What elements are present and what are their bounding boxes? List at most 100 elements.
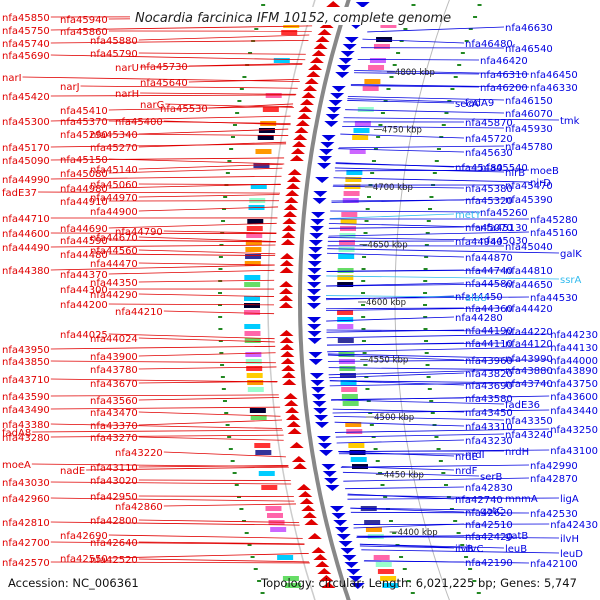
gene-label[interactable]: metY — [455, 210, 482, 221]
gene-label[interactable]: nfa46420 — [480, 56, 528, 67]
gene-label[interactable]: nfa45850 — [2, 13, 50, 24]
gene-label[interactable]: nfa45280 — [530, 215, 578, 226]
gene-label[interactable]: nfa45030 — [480, 236, 528, 247]
gene-label[interactable]: nfa44420 — [505, 304, 553, 315]
gene-label[interactable]: nfa43240 — [505, 430, 553, 441]
gene-label[interactable]: nfa43580 — [465, 394, 513, 405]
gene-label[interactable]: nfa44940 — [455, 237, 503, 248]
gene-label[interactable]: nfa43250 — [550, 425, 598, 436]
gene-label[interactable]: alaU — [465, 293, 487, 304]
gene-label[interactable]: nfa45640 — [140, 78, 188, 89]
gene-label[interactable]: nfa45860 — [60, 27, 108, 38]
gene-label[interactable]: nfa44580 — [465, 279, 513, 290]
gene-label[interactable]: narI — [2, 73, 22, 84]
gene-label[interactable]: nfa45060 — [90, 180, 138, 191]
gene-label[interactable]: nfa43100 — [550, 446, 598, 457]
gene-label[interactable]: nfa44740 — [465, 266, 513, 277]
gene-label[interactable]: moeA — [2, 460, 31, 471]
gene-label[interactable]: nfa43590 — [2, 392, 50, 403]
gene-label[interactable]: tmk — [560, 116, 580, 127]
gene-label[interactable]: nfa43270 — [90, 433, 138, 444]
gene-label[interactable]: nfa42990 — [530, 461, 578, 472]
gene-label[interactable]: nfa46540 — [505, 44, 553, 55]
gene-label[interactable]: nfa44200 — [60, 300, 108, 311]
gene-label[interactable]: nfa44470 — [90, 259, 138, 270]
gene-label[interactable]: nfa45150 — [60, 155, 108, 166]
gene-label[interactable]: fadA9 — [465, 98, 494, 109]
gene-label[interactable]: nrdE — [455, 452, 478, 463]
gene-label[interactable]: nfa45410 — [60, 106, 108, 117]
gene-label[interactable]: nfa46070 — [505, 109, 553, 120]
gene-label[interactable]: galK — [560, 249, 582, 260]
gene-label[interactable]: nfa42810 — [2, 518, 50, 529]
gene-label[interactable]: nfa43440 — [550, 406, 598, 417]
gene-label[interactable]: ilvH — [560, 534, 579, 545]
gene-label[interactable]: nfa44380 — [2, 266, 50, 277]
gene-label[interactable]: nfa42570 — [2, 558, 50, 569]
gene-label[interactable]: nfa45040 — [505, 242, 553, 253]
gene-label[interactable]: ssrA — [560, 275, 582, 286]
gene-label[interactable]: nfa43110 — [90, 463, 138, 474]
gene-label[interactable]: nfa45740 — [2, 39, 50, 50]
gene-label[interactable]: ilvC — [465, 544, 483, 555]
gene-label[interactable]: nfa45170 — [2, 143, 50, 154]
gene-label[interactable]: nfa45130 — [480, 223, 528, 234]
gene-label[interactable]: nfa43370 — [90, 421, 138, 432]
gene-label[interactable]: nfa44190 — [465, 326, 513, 337]
gene-label[interactable]: nfa44000 — [550, 356, 598, 367]
gene-label[interactable]: nfa45070 — [465, 223, 513, 234]
gene-label[interactable]: nfa42550 — [60, 554, 108, 565]
gene-label[interactable]: nfa43960 — [465, 356, 513, 367]
gene-label[interactable]: nfa44990 — [2, 175, 50, 186]
gene-label[interactable]: nfa46480 — [465, 39, 513, 50]
gene-label[interactable]: nfa44490 — [2, 243, 50, 254]
gene-label[interactable]: nfa43900 — [90, 352, 138, 363]
gene-label[interactable]: nfa44480 — [60, 250, 108, 261]
gene-label[interactable]: nfa45880 — [90, 36, 138, 47]
gene-label[interactable]: nfa43600 — [550, 392, 598, 403]
gene-label[interactable]: nfa45470 — [505, 181, 553, 192]
gene-label[interactable]: nfa42190 — [465, 558, 513, 569]
gene-label[interactable]: nfa45420 — [2, 92, 50, 103]
gene-label[interactable]: nfa43030 — [2, 478, 50, 489]
gene-label[interactable]: nfa45270 — [90, 143, 138, 154]
gene-label[interactable]: nfa44120 — [505, 339, 553, 350]
gene-label[interactable]: nfa45340 — [90, 130, 138, 141]
gene-label[interactable]: narU — [115, 63, 139, 74]
gene-label[interactable]: nfa45160 — [530, 228, 578, 239]
gene-label[interactable]: nfa43220 — [115, 448, 163, 459]
gene-label[interactable]: nfa43890 — [550, 366, 598, 377]
gene-label[interactable]: nfa42860 — [115, 502, 163, 513]
gene-label[interactable]: nfa45930 — [505, 124, 553, 135]
gene-label[interactable]: nfa43690 — [465, 381, 513, 392]
gene-label[interactable]: nfa45090 — [2, 156, 50, 167]
gene-label[interactable]: mnmA — [505, 494, 538, 505]
gene-label[interactable]: nrdI — [465, 450, 485, 461]
gene-label[interactable]: nfa43350 — [505, 416, 553, 427]
gene-label[interactable]: nfa43990 — [505, 354, 553, 365]
gene-label[interactable]: serB — [480, 472, 502, 483]
gene-label[interactable]: nadE — [60, 466, 85, 477]
gene-label[interactable]: nfa44910 — [60, 197, 108, 208]
gene-label[interactable]: nfa45730 — [140, 62, 188, 73]
gene-label[interactable]: nfa42420 — [465, 532, 513, 543]
gene-label[interactable]: nirD — [530, 178, 551, 189]
gene-label[interactable]: nfa44790 — [115, 227, 163, 238]
gene-label[interactable]: nfa45780 — [505, 142, 553, 153]
gene-label[interactable]: fadA8 — [2, 428, 31, 439]
gene-label[interactable]: nirB — [505, 168, 525, 179]
gene-label[interactable]: nfa46200 — [480, 83, 528, 94]
gene-label[interactable]: nfa45300 — [2, 117, 50, 128]
gene-label[interactable]: nfa45630 — [465, 148, 513, 159]
gene-label[interactable]: nfa43740 — [505, 379, 553, 390]
gene-label[interactable]: nfa44290 — [90, 290, 138, 301]
gene-label[interactable]: nfa43710 — [2, 375, 50, 386]
gene-label[interactable]: nfa46150 — [505, 96, 553, 107]
gene-label[interactable]: nfa43880 — [505, 366, 553, 377]
gene-label[interactable]: nfa44870 — [465, 253, 513, 264]
gene-label[interactable]: nfa44560 — [90, 246, 138, 257]
gene-label[interactable]: nrdF — [455, 466, 478, 477]
gene-label[interactable]: nfa43750 — [550, 379, 598, 390]
gene-label[interactable]: nfa45540 — [480, 163, 528, 174]
gene-label[interactable]: nfa44810 — [505, 266, 553, 277]
